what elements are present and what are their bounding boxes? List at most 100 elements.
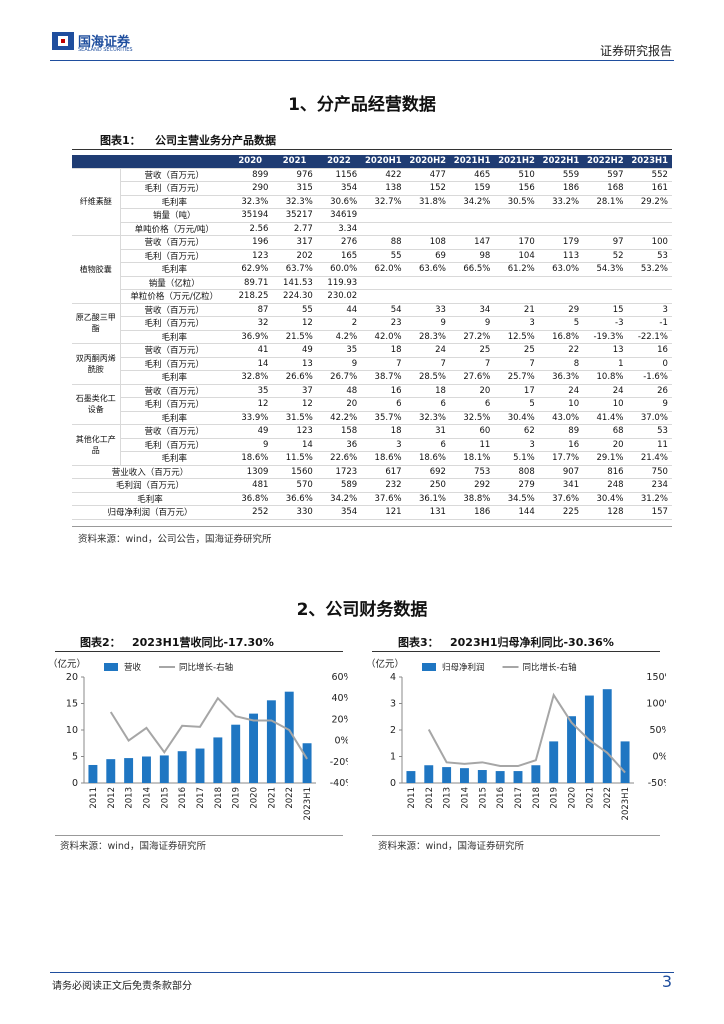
table-cell: 750 <box>627 465 672 479</box>
table-cell: 157 <box>627 505 672 520</box>
table-cell: 43.0% <box>538 411 584 425</box>
table-cell: 1309 <box>228 465 273 479</box>
bar <box>477 770 487 783</box>
bar <box>159 755 169 783</box>
table-cell: 2 <box>316 316 362 331</box>
table-cell: 138 <box>361 181 406 196</box>
table-cell: 32.7% <box>361 195 406 209</box>
table-cell: -1.6% <box>627 370 672 385</box>
group-label: 纤维素醚 <box>72 168 121 236</box>
table-cell: 35 <box>228 384 273 398</box>
report-type: 证券研究报告 <box>599 44 672 58</box>
table-cell: 22.6% <box>316 451 362 466</box>
bar <box>124 758 134 783</box>
table-cell: 7 <box>449 357 495 371</box>
table-row: 毛利率 18.6% 11.5% 22.6% 18.6% 18.6% 18.1% 5.1% 17.… <box>72 451 672 466</box>
header-cell <box>72 155 228 169</box>
table-cell: 158 <box>316 424 362 439</box>
table-cell: 31.8% <box>405 195 450 209</box>
table-cell: 165 <box>316 249 362 263</box>
table-cell: 121 <box>361 505 406 520</box>
table-cell: 510 <box>494 168 539 182</box>
table-cell: 34619 <box>316 208 362 223</box>
table-cell: 69 <box>405 249 450 263</box>
table-cell: 18.6% <box>228 451 273 466</box>
table-cell: 24 <box>538 384 584 398</box>
chart: （亿元） 0 5 10 15 20 -40% -20% 0% 20% 40% 60% 2011 2012 2… <box>48 658 348 820</box>
table-cell: 63.7% <box>272 262 317 277</box>
x-tick-label: 2021 <box>267 787 277 809</box>
table-cell: 465 <box>449 168 495 182</box>
row-label: 毛利润（百万元） <box>72 478 228 493</box>
table-row: 毛利（百万元） 14 13 9 7 7 7 7 8 1 0 <box>72 357 672 371</box>
bar <box>177 751 187 783</box>
table-cell: 753 <box>449 465 495 479</box>
table-cell: 68 <box>583 424 628 439</box>
row-label: 营收（百万元） <box>120 424 228 439</box>
table-rule <box>72 526 672 527</box>
figure-title: 公司主营业务分产品数据 <box>155 134 276 147</box>
table-cell: 144 <box>494 505 539 520</box>
line-series <box>109 696 308 760</box>
table-cell: 34 <box>449 303 495 317</box>
row-label: 营收（百万元） <box>120 343 228 358</box>
table-cell: 30.4% <box>583 492 628 506</box>
table-cell: 55 <box>361 249 406 263</box>
table-cell: 89.71 <box>228 276 273 290</box>
table-cell: 61.2% <box>494 262 539 277</box>
table-row: 单粒价格（万元/亿粒） 218.25 224.30 230.02 <box>72 289 672 304</box>
table-cell: 315 <box>272 181 317 196</box>
bar <box>602 689 612 783</box>
bar <box>106 759 116 783</box>
table-cell: 6 <box>361 397 406 412</box>
x-tick-label: 2017 <box>514 787 524 809</box>
table-cell: 196 <box>228 235 273 250</box>
table-cell: 34.5% <box>494 492 539 506</box>
group-label: 石墨类化工设备 <box>72 384 121 425</box>
table-cell: 26.7% <box>316 370 362 385</box>
brand: 国海证券 <box>78 35 131 50</box>
table-cell <box>583 289 628 304</box>
table-cell: 16 <box>361 384 406 398</box>
table-cell: 0 <box>627 357 672 371</box>
x-tick-label: 2023H1 <box>303 787 313 820</box>
table-cell <box>361 289 406 304</box>
table-cell: 899 <box>228 168 273 182</box>
table-cell: 88 <box>361 235 406 250</box>
table-cell: 481 <box>228 478 273 493</box>
row-label: 毛利率 <box>120 451 228 466</box>
table-cell: 9 <box>405 316 450 331</box>
table-cell: 18 <box>361 343 406 358</box>
table-cell <box>538 276 584 290</box>
table-row: 毛利（百万元） 32 12 2 23 9 9 3 5 -3 -1 <box>72 316 672 331</box>
x-tick-label: 2011 <box>407 787 417 809</box>
table-cell <box>494 208 539 223</box>
table-cell: 232 <box>361 478 406 493</box>
table-row: 毛利率 62.9% 63.7% 60.0% 62.0% 63.6% 66.5% 61.2% 63… <box>72 262 672 277</box>
table-row: 纤维素醚 营收（百万元） 899 976 1156 422 477 465 510 559 597 5… <box>72 168 672 236</box>
column-header: 2020 <box>228 155 273 169</box>
table-row: 毛利（百万元） 123 202 165 55 69 98 104 113 52 53 <box>72 249 672 263</box>
bar <box>495 771 505 783</box>
bar <box>284 691 294 783</box>
table-cell <box>583 208 628 223</box>
table-cell: 49 <box>228 424 273 439</box>
table-cell <box>361 208 406 223</box>
table-cell: 14 <box>228 357 273 371</box>
row-label: 销量（亿粒） <box>120 276 228 290</box>
table-cell: 1156 <box>316 168 362 182</box>
table-row: 原乙酸三甲酯 营收（百万元） 87 55 44 54 33 34 21 29 15 3 <box>72 303 672 344</box>
x-tick-label: 2011 <box>89 787 99 809</box>
table-cell <box>405 208 450 223</box>
table-cell: 97 <box>583 235 628 250</box>
table-cell: 816 <box>583 465 628 479</box>
y2-tick-label: 40% <box>331 693 348 704</box>
table-cell: 54.3% <box>583 262 628 277</box>
table-row: 销量（亿粒） 89.71 141.53 119.93 <box>72 276 672 290</box>
x-tick-label: 2014 <box>460 787 470 809</box>
x-tick-label: 2023H1 <box>621 787 631 820</box>
table-cell: 37.6% <box>361 492 406 506</box>
table-cell <box>627 222 672 236</box>
table-cell: 27.6% <box>449 370 495 385</box>
